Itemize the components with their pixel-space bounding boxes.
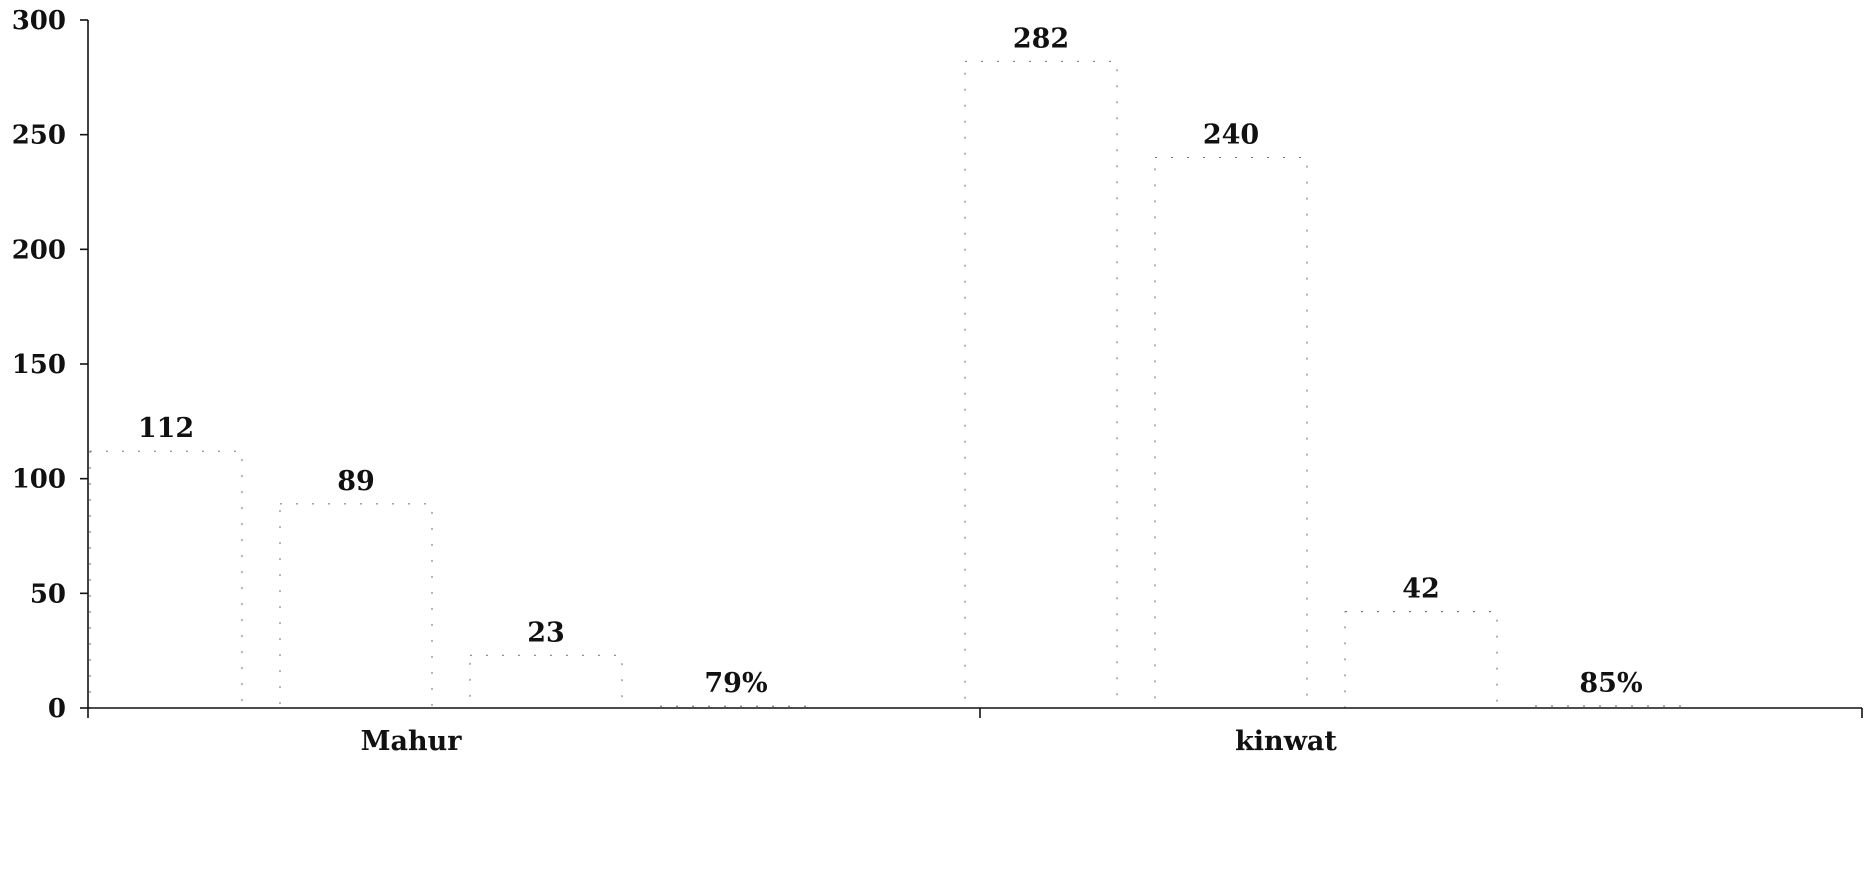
bar-mahur-1 xyxy=(89,450,243,709)
bar-mahur-4 xyxy=(659,705,813,709)
data-label: 240 xyxy=(1203,120,1259,151)
data-label: 112 xyxy=(138,413,194,444)
y-tick-label: 150 xyxy=(12,350,66,380)
y-tick-label: 300 xyxy=(12,6,66,36)
category-label-mahur: Mahur xyxy=(361,726,463,757)
bar-kinwat-4 xyxy=(1534,705,1688,709)
data-label: 89 xyxy=(337,466,375,497)
data-label: 282 xyxy=(1013,23,1069,54)
bar-kinwat-1 xyxy=(964,60,1118,709)
y-tick-label: 0 xyxy=(48,694,66,724)
data-label: 42 xyxy=(1402,574,1440,605)
data-label: 79% xyxy=(704,668,767,699)
bar-mahur-2 xyxy=(279,503,433,709)
y-tick-label: 50 xyxy=(30,579,66,609)
y-tick-label: 100 xyxy=(12,465,66,495)
category-labels: Mahur kinwat xyxy=(361,726,1338,757)
bar-mahur-3 xyxy=(469,654,623,709)
bars xyxy=(89,60,1688,709)
bar-kinwat-3 xyxy=(1344,611,1498,709)
bar-kinwat-2 xyxy=(1154,157,1308,709)
y-tick-label: 250 xyxy=(12,121,66,151)
data-labels: 112 89 23 79% 282 240 42 85% xyxy=(138,23,1643,699)
y-axis-ticks: 0 50 100 150 200 250 300 xyxy=(12,6,88,724)
data-label: 85% xyxy=(1579,668,1642,699)
category-label-kinwat: kinwat xyxy=(1235,726,1337,757)
y-tick-label: 200 xyxy=(12,235,66,265)
x-axis-ticks xyxy=(87,708,1863,718)
data-label: 23 xyxy=(527,617,565,648)
